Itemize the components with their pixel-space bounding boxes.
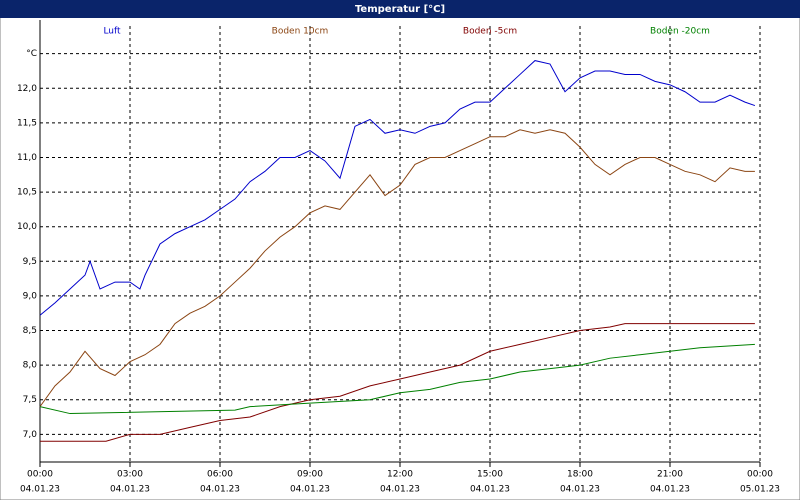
legend-entry: Luft	[103, 27, 121, 37]
x-tick-date: 04.01.23	[200, 485, 240, 495]
y-tick-label: °C	[26, 49, 37, 59]
x-tick-label: 21:00	[657, 470, 683, 480]
y-tick-label: 12,0	[17, 84, 37, 94]
x-tick-date: 04.01.23	[470, 485, 510, 495]
x-tick-label: 15:00	[477, 470, 503, 480]
y-tick-label: 11,0	[17, 153, 37, 163]
y-tick-label: 9,0	[23, 291, 38, 301]
x-tick-date: 04.01.23	[380, 485, 420, 495]
series-line	[40, 323, 755, 442]
x-tick-date: 04.01.23	[110, 485, 150, 495]
series-line	[39, 343, 755, 415]
x-tick-label: 06:00	[207, 470, 233, 480]
x-tick-label: 18:00	[567, 470, 593, 480]
title-bar	[0, 0, 800, 18]
series-line	[39, 129, 755, 407]
x-tick-label: 00:00	[27, 470, 53, 480]
y-tick-label: 7,5	[23, 395, 37, 405]
x-tick-date: 04.01.23	[560, 485, 600, 495]
x-tick-date: 04.01.23	[650, 485, 690, 495]
x-tick-label: 03:00	[117, 470, 143, 480]
series-line	[39, 60, 756, 316]
y-tick-label: 8,0	[23, 361, 38, 371]
x-tick-label: 00:00	[747, 470, 773, 480]
x-tick-date: 04.01.23	[290, 485, 330, 495]
x-tick-date: 04.01.23	[20, 485, 60, 495]
legend-entry: Boden -5cm	[463, 27, 517, 37]
x-tick-label: 09:00	[297, 470, 323, 480]
y-tick-label: 10,5	[17, 188, 37, 198]
chart-title: Temperatur [°C]	[355, 4, 445, 15]
y-tick-label: 9,5	[23, 257, 37, 267]
y-tick-label: 11,5	[17, 118, 37, 128]
x-tick-label: 12:00	[387, 470, 413, 480]
legend-entry: Boden -20cm	[650, 27, 710, 37]
y-tick-label: 7,0	[23, 430, 38, 440]
legend-entry: Boden 10cm	[272, 27, 329, 37]
x-tick-date: 05.01.23	[740, 485, 780, 495]
y-tick-label: 8,5	[23, 326, 37, 336]
y-tick-label: 10,0	[17, 222, 37, 232]
